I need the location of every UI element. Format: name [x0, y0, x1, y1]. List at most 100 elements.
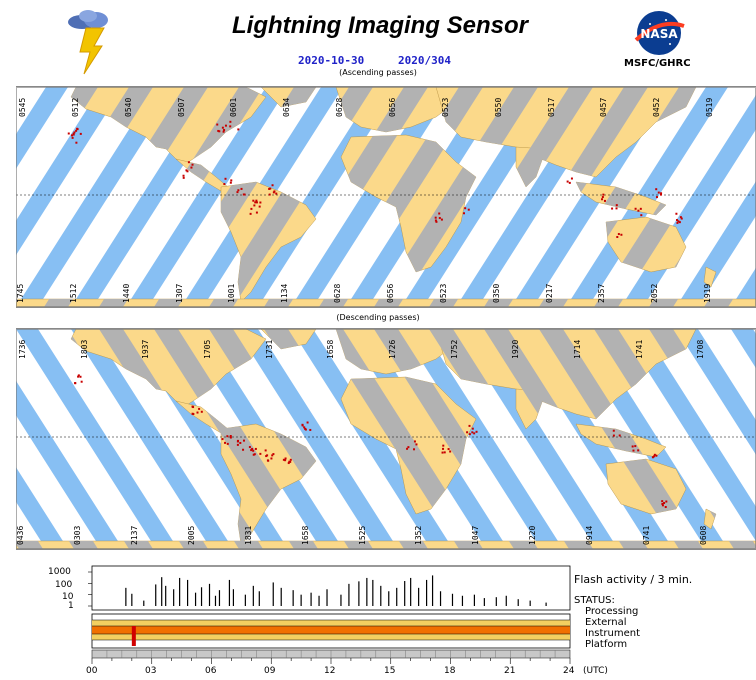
- lightning-flash: [255, 211, 258, 214]
- lightning-flash: [75, 141, 78, 144]
- lightning-flash: [264, 449, 267, 452]
- x-tick-18: 18: [444, 666, 456, 676]
- lightning-flash: [289, 458, 292, 461]
- flash-activity-label: Flash activity / 3 min.: [574, 573, 693, 586]
- pass-time-top: 1752: [449, 339, 459, 359]
- lightning-flash: [185, 169, 188, 172]
- lightning-flash: [187, 161, 190, 164]
- lightning-flash: [442, 447, 445, 450]
- lightning-flash: [304, 428, 307, 431]
- lightning-flash: [441, 451, 444, 454]
- lightning-flash: [447, 448, 450, 451]
- lightning-flash: [248, 446, 251, 449]
- descending-map: 1736 1803 1937 1705 1731 1658 1726 1752 1920 1714…: [16, 328, 756, 550]
- lightning-flash: [269, 187, 272, 190]
- lightning-flash: [192, 406, 195, 409]
- lightning-flash: [653, 453, 656, 456]
- lightning-flash: [675, 212, 678, 215]
- x-tick-21: 21: [504, 666, 516, 676]
- lightning-flash: [242, 193, 245, 196]
- lightning-flash: [634, 445, 637, 448]
- lightning-flash: [236, 443, 239, 446]
- swath-band: [236, 329, 398, 549]
- pass-time-top: 0601: [229, 97, 239, 117]
- lightning-flash: [568, 181, 571, 184]
- pass-time-bottom: 2357: [597, 283, 607, 303]
- flash-activity-timeline: [88, 565, 571, 664]
- lightning-flash: [70, 134, 73, 137]
- pass-time-bottom: 0350: [491, 283, 501, 303]
- lightning-flash: [618, 434, 621, 437]
- pass-time-top: 1714: [573, 339, 582, 359]
- lightning-flash: [601, 196, 604, 199]
- lightning-flash: [413, 448, 416, 451]
- ascending-map-svg: [16, 87, 756, 307]
- lightning-flash: [657, 191, 660, 194]
- lightning-flash: [217, 129, 220, 132]
- lightning-flash: [221, 438, 224, 441]
- lightning-flash: [435, 220, 438, 223]
- lightning-flash: [473, 432, 476, 435]
- lightning-flash: [236, 191, 239, 194]
- lightning-flash: [651, 456, 654, 459]
- lightning-flash: [466, 431, 469, 434]
- x-tick-24: 24: [563, 666, 575, 676]
- pass-time-bottom: 1512: [68, 283, 78, 303]
- pass-time-bottom: 2137: [129, 525, 139, 545]
- y-label-1: 1: [68, 601, 74, 611]
- lightning-flash: [660, 192, 663, 195]
- lightning-flash: [253, 453, 256, 456]
- lightning-flash: [79, 132, 82, 135]
- lightning-flash: [242, 439, 245, 442]
- lightning-flash: [252, 449, 255, 452]
- descending-map-svg: [16, 329, 756, 549]
- lightning-flash: [229, 181, 232, 184]
- lightning-flash: [468, 433, 471, 436]
- lightning-flash: [634, 207, 637, 210]
- lightning-flash: [306, 421, 309, 424]
- pass-time-bottom: 1831: [243, 525, 253, 545]
- pass-time-top: 0540: [123, 97, 133, 117]
- lightning-flash: [675, 219, 678, 222]
- lightning-flash: [467, 208, 470, 211]
- x-tick-00: 00: [86, 666, 98, 676]
- swath-band: [126, 87, 288, 307]
- status-platform: Platform: [585, 639, 628, 650]
- lightning-flash: [198, 407, 201, 410]
- lightning-flash: [226, 442, 229, 445]
- swath-band: [16, 87, 68, 169]
- lightning-flash: [182, 174, 185, 177]
- lightning-flash: [570, 177, 573, 180]
- lightning-flash: [77, 375, 80, 378]
- shadow-band: [374, 87, 538, 307]
- pass-time-top: 0545: [18, 97, 27, 117]
- x-unit-label: (UTC): [583, 666, 608, 676]
- pass-time-bottom: 1001: [227, 283, 237, 303]
- lightning-flash: [77, 374, 80, 377]
- lightning-flash: [79, 375, 82, 378]
- shadow-band: [154, 329, 318, 549]
- swath-band: [16, 329, 178, 549]
- lightning-flash: [252, 453, 255, 456]
- lightning-flash: [413, 440, 416, 443]
- lightning-flash: [655, 196, 658, 199]
- lightning-flash: [71, 136, 74, 139]
- pass-time-top: 0656: [388, 97, 397, 117]
- status-processing: Processing: [585, 606, 639, 617]
- pass-time-bottom: 1134: [280, 283, 290, 303]
- lightning-flash: [639, 207, 642, 210]
- lightning-flash: [282, 458, 285, 461]
- pass-time-top: 0517: [546, 97, 556, 117]
- org-label: MSFC/GHRC: [624, 58, 691, 69]
- ascending-caption: (Ascending passes): [339, 68, 417, 77]
- pass-time-bottom: 1525: [357, 525, 367, 545]
- lightning-flash: [438, 217, 441, 220]
- pass-time-bottom: 1220: [528, 525, 538, 545]
- lightning-flash: [601, 198, 604, 201]
- pass-time-bottom: 0303: [72, 525, 82, 545]
- lightning-flash: [74, 382, 77, 385]
- lightning-flash: [655, 188, 658, 191]
- swath-band: [676, 181, 756, 307]
- lightning-flash: [637, 209, 640, 212]
- lightning-flash: [250, 449, 253, 452]
